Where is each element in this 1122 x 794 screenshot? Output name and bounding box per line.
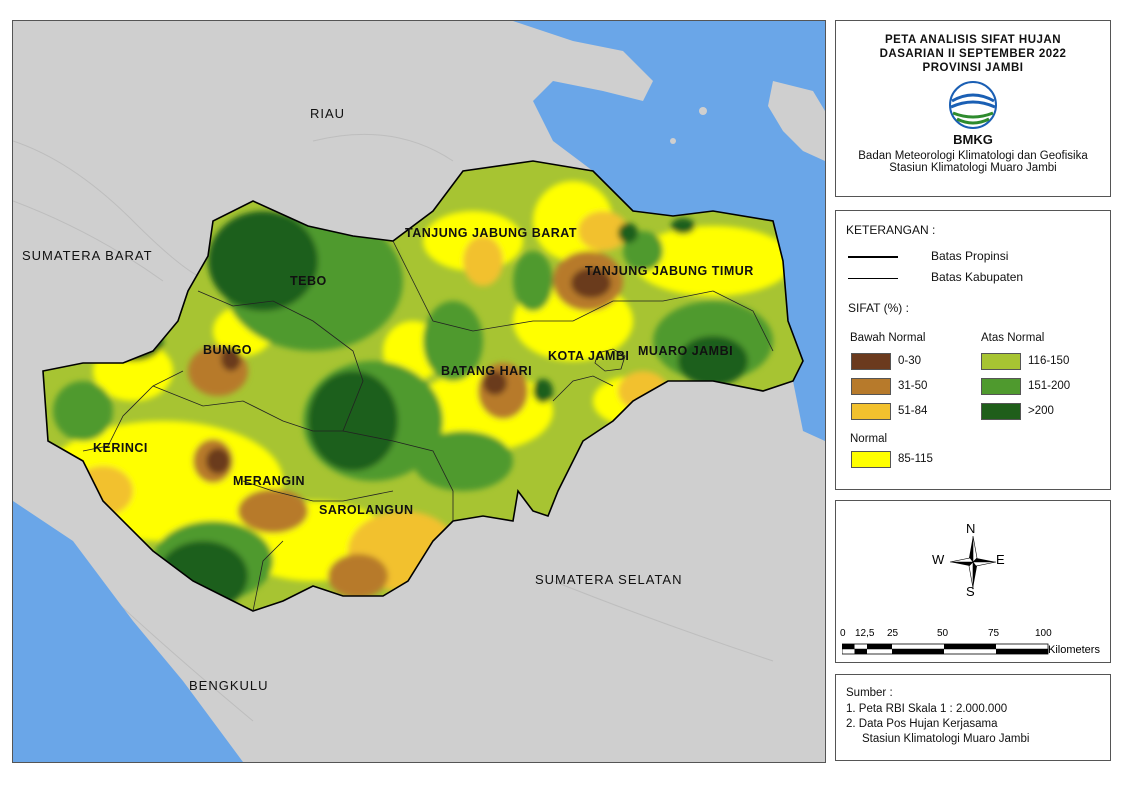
label-merangin: MERANGIN [233, 474, 306, 488]
province-border-label: Batas Propinsi [931, 249, 1009, 263]
swatch-over-200 [981, 403, 1021, 420]
title-panel: PETA ANALISIS SIFAT HUJAN DASARIAN II SE… [835, 20, 1111, 197]
map-canvas [13, 21, 825, 762]
label-sumatera-selatan: SUMATERA SELATAN [535, 572, 683, 587]
legend-label-0-30: 0-30 [898, 355, 922, 367]
label-tebo: TEBO [290, 274, 327, 288]
map-title-line3: PROVINSI JAMBI [922, 62, 1024, 74]
legend-label-116-150: 116-150 [1028, 355, 1070, 367]
normal-heading: Normal [850, 433, 888, 445]
swatch-51-84 [851, 403, 891, 420]
source-panel: Sumber : 1. Peta RBI Skala 1 : 2.000.000… [835, 674, 1111, 761]
bmkg-logo-icon [949, 81, 997, 129]
station-name: Stasiun Klimatologi Muaro Jambi [889, 162, 1057, 174]
sea-west [13, 501, 243, 762]
bmkg-logo-text: BMKG [953, 132, 993, 147]
label-sarolangun: SAROLANGUN [319, 503, 414, 517]
swatch-151-200 [981, 378, 1021, 395]
sea-east [513, 21, 825, 441]
island [699, 107, 707, 115]
scale-tick-100: 100 [1035, 628, 1052, 639]
north-arrow-icon [949, 535, 997, 589]
scale-tick-75: 75 [988, 628, 1000, 639]
map-frame[interactable]: RIAU SUMATERA BARAT SUMATERA SELATAN BEN… [12, 20, 826, 763]
scale-tick-12-5: 12,5 [855, 628, 875, 639]
map-title-line1: PETA ANALISIS SIFAT HUJAN [884, 34, 1062, 46]
label-batang-hari: BATANG HARI [441, 364, 533, 378]
province-border-symbol [848, 256, 898, 258]
label-tanjung-jabung-barat: TANJUNG JABUNG BARAT [405, 226, 578, 240]
label-bengkulu: BENGKULU [189, 678, 269, 693]
scale-tick-25: 25 [887, 628, 899, 639]
agency-name: Badan Meteorologi Klimatologi dan Geofis… [858, 150, 1088, 162]
legend-label-151-200: 151-200 [1028, 380, 1071, 392]
compass-e: E [996, 552, 1005, 567]
compass-s: S [966, 584, 975, 599]
swatch-31-50 [851, 378, 891, 395]
island [768, 81, 825, 161]
scale-bar [842, 643, 1049, 655]
legend-label-51-84: 51-84 [898, 405, 928, 417]
compass-n: N [966, 521, 976, 536]
swatch-85-115 [851, 451, 891, 468]
scale-tick-0: 0 [840, 628, 846, 639]
island [670, 138, 676, 144]
above-normal-heading: Atas Normal [981, 332, 1045, 344]
label-sumatera-barat: SUMATERA BARAT [22, 248, 153, 263]
label-muaro-jambi: MUARO JAMBI [638, 344, 734, 358]
legend-label-31-50: 31-50 [898, 380, 928, 392]
legend-heading: KETERANGAN : [846, 223, 936, 237]
label-kerinci: KERINCI [93, 441, 148, 455]
scale-unit: Kilometers [1048, 644, 1100, 656]
scale-tick-50: 50 [937, 628, 949, 639]
label-bungo: BUNGO [203, 343, 253, 357]
below-normal-heading: Bawah Normal [850, 332, 926, 344]
swatch-116-150 [981, 353, 1021, 370]
label-tanjung-jabung-timur: TANJUNG JABUNG TIMUR [585, 264, 754, 278]
swatch-0-30 [851, 353, 891, 370]
compass-w: W [932, 552, 945, 567]
source-line2: 2. Data Pos Hujan Kerjasama [846, 718, 998, 730]
legend-label-85-115: 85-115 [898, 453, 933, 465]
label-riau: RIAU [310, 106, 346, 121]
district-border-symbol [848, 278, 898, 279]
source-line1: 1. Peta RBI Skala 1 : 2.000.000 [846, 703, 1008, 715]
sifat-heading: SIFAT (%) : [848, 301, 909, 315]
province-border [42, 160, 804, 612]
compass-scale-panel: N S E W 0 12,5 25 50 75 100 Kilometers [835, 500, 1111, 663]
kota-jambi-border [594, 348, 626, 372]
source-heading: Sumber : [846, 687, 893, 699]
legend-label-over-200: >200 [1028, 405, 1054, 417]
district-border-label: Batas Kabupaten [931, 270, 1024, 284]
district-borders [82, 240, 774, 612]
map-title-line2: DASARIAN II SEPTEMBER 2022 [879, 48, 1067, 60]
label-kota-jambi: KOTA JAMBI [548, 349, 630, 363]
legend-panel: KETERANGAN : Batas Propinsi Batas Kabupa… [835, 210, 1111, 490]
source-line3: Stasiun Klimatologi Muaro Jambi [862, 733, 1030, 745]
